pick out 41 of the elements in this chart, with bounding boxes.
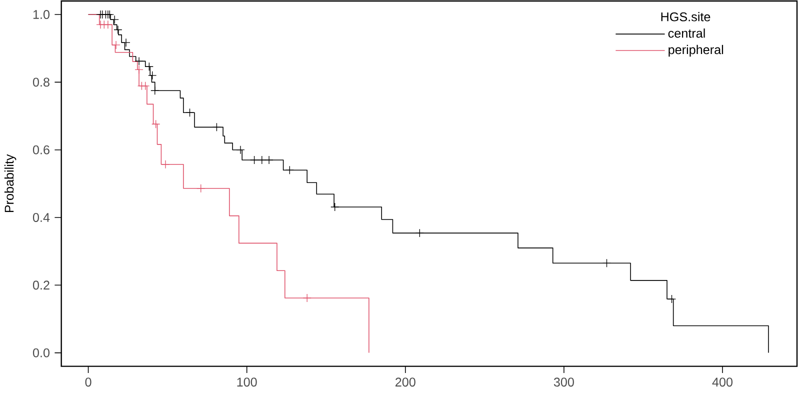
point (122, 38, 130, 47)
legend-title: HGS.site (661, 12, 710, 22)
point (264, 156, 274, 164)
x-tick-label: 200 (395, 378, 416, 386)
point (114, 25, 122, 34)
point (96, 10, 105, 19)
point (144, 62, 154, 71)
point (415, 228, 424, 238)
point (330, 202, 340, 212)
point (258, 156, 266, 164)
point (148, 70, 157, 80)
y-tick-label: 0.2 (32, 280, 50, 290)
point (667, 294, 676, 304)
y-tick-label: 0.8 (32, 78, 50, 87)
legend-label: central (668, 28, 705, 38)
point (196, 184, 206, 193)
y-tick-label: 0.6 (32, 145, 50, 154)
point (302, 294, 312, 302)
point (112, 40, 120, 50)
point (141, 81, 150, 90)
point (185, 108, 194, 117)
point (152, 120, 160, 128)
x-tick-label: 300 (554, 378, 574, 386)
x-tick-label: 0 (85, 378, 92, 386)
point (285, 166, 294, 174)
point (250, 156, 259, 164)
point (134, 65, 144, 74)
y-axis-title: Probability (4, 154, 16, 212)
point (161, 160, 170, 169)
point (602, 258, 612, 268)
point (150, 86, 160, 95)
point (236, 145, 245, 154)
point (212, 122, 222, 132)
y-tick-label: 0.4 (32, 212, 50, 222)
point (104, 20, 112, 29)
y-tick-label: 1.0 (33, 10, 50, 19)
legend-label: peripheral (668, 44, 724, 57)
x-tick-label: 400 (712, 378, 733, 386)
point (134, 56, 144, 66)
x-tick-label: 100 (237, 378, 257, 386)
y-tick-label: 0.0 (32, 348, 50, 358)
